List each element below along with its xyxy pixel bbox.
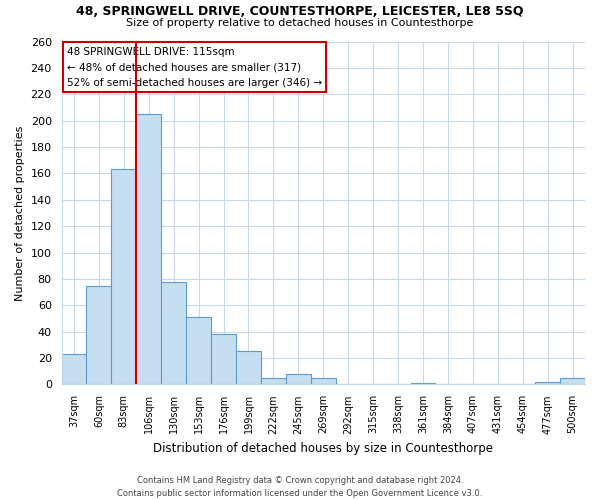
Bar [211, 334, 236, 384]
Bar [62, 354, 86, 384]
Bar [86, 286, 112, 384]
Text: 48 SPRINGWELL DRIVE: 115sqm
← 48% of detached houses are smaller (317)
52% of se: 48 SPRINGWELL DRIVE: 115sqm ← 48% of det… [67, 46, 322, 88]
Bar [261, 378, 286, 384]
Bar [236, 352, 261, 384]
Text: 48, SPRINGWELL DRIVE, COUNTESTHORPE, LEICESTER, LE8 5SQ: 48, SPRINGWELL DRIVE, COUNTESTHORPE, LEI… [76, 5, 524, 18]
Y-axis label: Number of detached properties: Number of detached properties [15, 126, 25, 300]
Bar [161, 282, 186, 385]
Bar [112, 170, 136, 384]
Bar [410, 383, 436, 384]
Text: Contains HM Land Registry data © Crown copyright and database right 2024.
Contai: Contains HM Land Registry data © Crown c… [118, 476, 482, 498]
Bar [186, 317, 211, 384]
Bar [560, 378, 585, 384]
Bar [136, 114, 161, 384]
Text: Size of property relative to detached houses in Countesthorpe: Size of property relative to detached ho… [127, 18, 473, 28]
X-axis label: Distribution of detached houses by size in Countesthorpe: Distribution of detached houses by size … [153, 442, 493, 455]
Bar [311, 378, 336, 384]
Bar [286, 374, 311, 384]
Bar [535, 382, 560, 384]
